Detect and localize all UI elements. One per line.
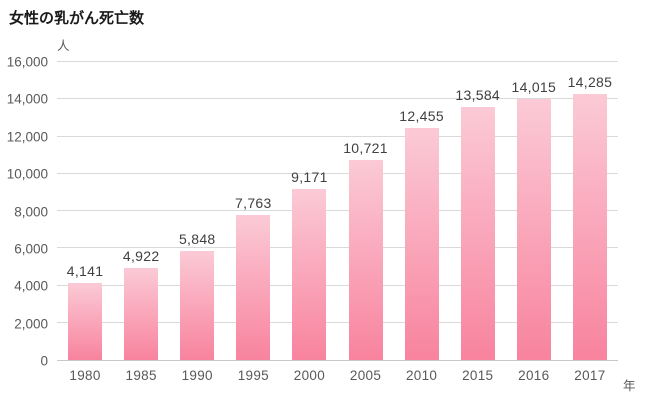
gridline [57, 284, 618, 286]
y-tick-label: 6,000 [14, 241, 48, 257]
bar-2010 [404, 128, 439, 360]
plot-area: 4,141 4,922 5,848 7,763 9,171 10,721 12,455 13,… [57, 61, 618, 361]
y-axis-unit-label: 人 [57, 39, 70, 53]
bar-slot: 4,141 [57, 62, 113, 360]
x-tick-label: 1990 [181, 368, 213, 383]
gridline [57, 135, 618, 137]
gridline [57, 247, 618, 249]
x-tick-label: 2015 [462, 368, 494, 383]
y-tick-label: 12,000 [6, 129, 48, 145]
bar-value-label: 5,848 [178, 231, 216, 248]
x-tick-label: 2017 [574, 368, 606, 383]
bar-1985 [124, 268, 159, 360]
bar-value-label: 4,141 [66, 262, 104, 279]
gridline [57, 321, 618, 323]
y-tick-label: 2,000 [14, 316, 48, 332]
y-tick-label: 10,000 [6, 166, 48, 182]
gridline [57, 98, 618, 100]
bar-value-label: 14,285 [567, 73, 613, 90]
y-tick-label: 8,000 [14, 204, 48, 219]
bar-slot: 13,584 [450, 62, 506, 360]
bar-2000 [292, 189, 327, 360]
x-tick-label: 2010 [405, 368, 438, 383]
x-tick-label: 2000 [293, 368, 326, 383]
bar-slot: 12,455 [394, 62, 450, 360]
bar-2017 [572, 93, 607, 360]
bar-2005 [348, 160, 383, 360]
bar-value-label: 12,455 [399, 108, 444, 125]
bar-value-label: 9,171 [291, 169, 328, 186]
bar-value-label: 13,584 [455, 87, 501, 103]
gridline [57, 172, 618, 174]
bar-slot: 5,848 [169, 62, 225, 360]
bar-slot: 9,171 [281, 62, 337, 360]
bar-value-label: 10,721 [343, 140, 388, 157]
y-tick-label: 0 [40, 353, 48, 369]
bar-slot: 10,721 [337, 62, 393, 360]
y-axis-tick-labels: 0 2,000 4,000 6,000 8,000 10,000 12,000 14,000 1… [0, 55, 48, 369]
bar-slot: 14,285 [562, 62, 618, 360]
bar-1995 [236, 215, 271, 360]
bar-1980 [68, 282, 103, 360]
x-tick-label: 1985 [125, 368, 157, 383]
y-tick-label: 14,000 [6, 91, 48, 107]
x-tick-label: 1995 [237, 368, 269, 383]
bar-series: 4,141 4,922 5,848 7,763 9,171 10,721 12,455 13,… [57, 62, 618, 360]
bar-slot: 4,922 [113, 62, 169, 360]
bar-value-label: 7,763 [235, 195, 272, 212]
gridline [57, 61, 618, 62]
bar-slot: 7,763 [225, 62, 281, 360]
x-tick-label: 1980 [69, 368, 101, 383]
bar-1990 [180, 251, 215, 360]
bar-value-label: 14,015 [511, 78, 557, 95]
bar-2016 [516, 98, 551, 360]
gridline [57, 210, 618, 211]
x-tick-label: 2016 [518, 368, 550, 383]
gridlines [57, 61, 618, 360]
bar-slot: 14,015 [506, 62, 562, 360]
y-tick-label: 16,000 [6, 54, 48, 70]
x-tick-label: 2005 [349, 368, 382, 383]
bar-value-label: 4,922 [122, 248, 160, 265]
x-axis-unit-label: 年 [623, 379, 636, 393]
y-tick-label: 4,000 [14, 278, 48, 294]
chart-title: 女性の乳がん死亡数 [9, 10, 145, 27]
x-axis-tick-labels: 1980 1985 1990 1995 2000 2005 2010 2015 2016 2017 [57, 368, 618, 383]
bar-2015 [460, 107, 495, 360]
